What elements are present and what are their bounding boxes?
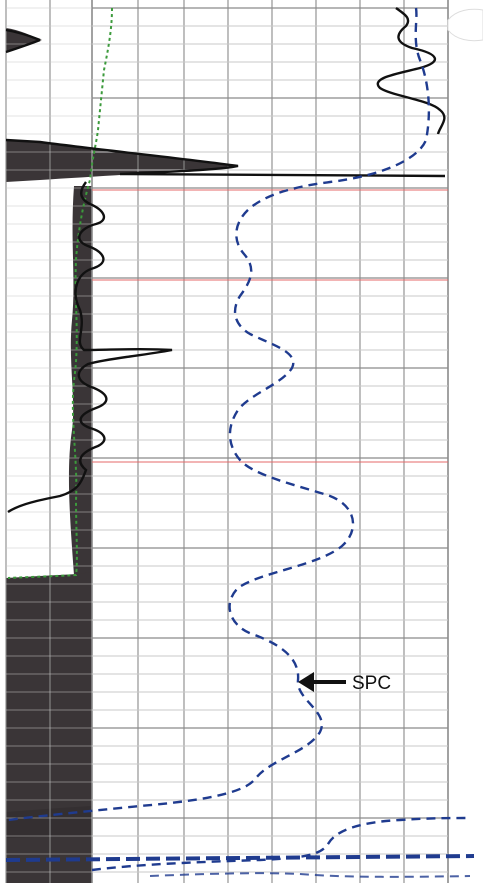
resistivity-curve-upper	[376, 7, 446, 135]
spc-curve-lower	[91, 816, 471, 872]
spc-label: SPC	[352, 673, 391, 694]
spc-curve	[7, 7, 431, 822]
spc-curve-bottom	[149, 872, 471, 878]
gamma-curve	[7, 7, 113, 579]
shaded-track-fill	[6, 28, 238, 883]
log-grid	[5, 0, 449, 883]
spc-baseline-bold	[5, 854, 475, 862]
spc-arrow	[298, 672, 346, 692]
page-corner	[447, 8, 483, 42]
resistivity-curve	[5, 28, 446, 514]
